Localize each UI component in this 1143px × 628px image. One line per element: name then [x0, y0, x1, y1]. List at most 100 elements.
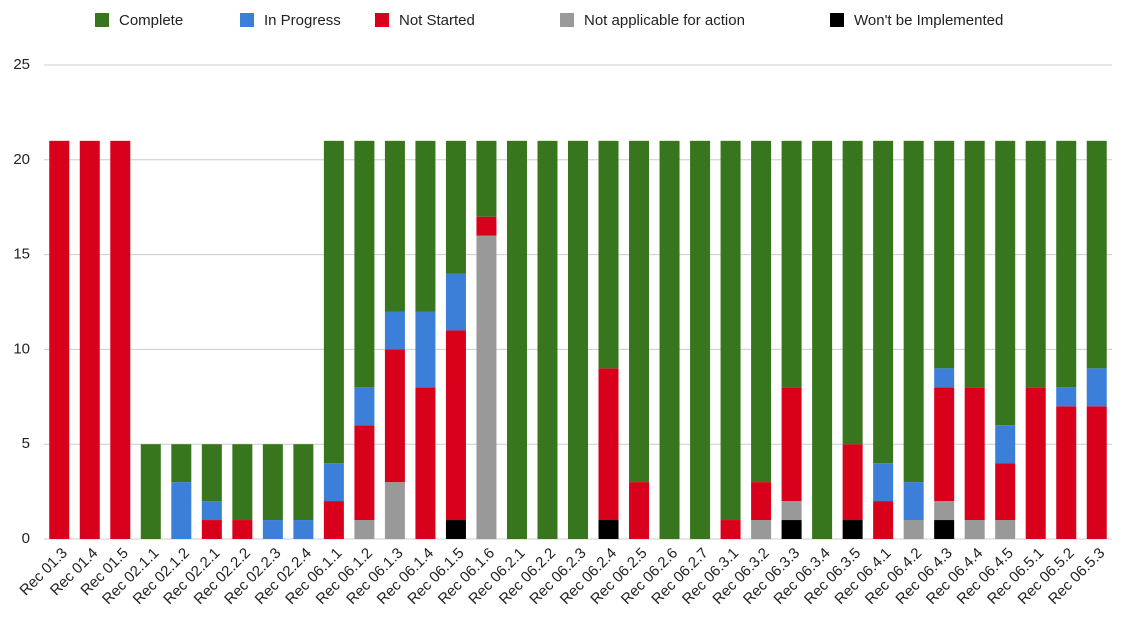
- bar-segment: [1025, 140, 1046, 388]
- bar-segment: [232, 444, 253, 521]
- bar-segment: [232, 520, 253, 539]
- legend-label: Won't be Implemented: [854, 12, 1003, 29]
- bar-segment: [1056, 140, 1077, 388]
- bar-segment: [751, 140, 772, 483]
- bar-segment: [476, 140, 497, 217]
- bar-segment: [49, 140, 70, 539]
- bar-segment: [384, 349, 405, 483]
- bar-segment: [995, 463, 1016, 521]
- bar-segment: [873, 140, 894, 464]
- bar-segment: [201, 501, 222, 521]
- bar-segment: [964, 387, 985, 521]
- bar-segment: [781, 140, 802, 388]
- bar-segment: [445, 330, 466, 521]
- bar-segment: [934, 501, 955, 521]
- legend-swatch: [375, 13, 389, 27]
- bar-segment: [781, 501, 802, 521]
- bar-segment: [903, 520, 924, 539]
- bar-segment: [934, 368, 955, 388]
- bar-segment: [568, 140, 588, 539]
- bar-segment: [720, 520, 741, 539]
- bar-segment: [842, 444, 863, 521]
- bar-segment: [445, 520, 466, 539]
- bar-segment: [262, 520, 283, 539]
- bar-segment: [873, 501, 894, 539]
- legend-swatch: [560, 13, 574, 27]
- bar-segment: [476, 235, 497, 539]
- bar-segment: [384, 140, 405, 312]
- bar-segment: [201, 520, 222, 539]
- bar-segment: [140, 444, 161, 539]
- bar-segment: [964, 140, 985, 388]
- bar-segment: [79, 140, 100, 539]
- bar-segment: [781, 387, 802, 502]
- legend-swatch: [240, 13, 254, 27]
- bar-segment: [445, 140, 466, 274]
- bar-segment: [110, 140, 131, 539]
- bar-segment: [720, 140, 741, 521]
- bar-segment: [751, 520, 772, 539]
- bar-segment: [293, 444, 314, 521]
- bar-segment: [384, 482, 405, 539]
- bar-segment: [201, 444, 222, 502]
- bar-segment: [812, 140, 833, 539]
- bar-segment: [415, 387, 436, 539]
- bar-segment: [1086, 140, 1107, 369]
- bar-segment: [354, 140, 375, 388]
- bar-segment: [1086, 406, 1107, 539]
- bar-segment: [781, 520, 802, 539]
- bar-segment: [934, 387, 955, 502]
- bar-segment: [1025, 387, 1046, 539]
- bar-segment: [354, 425, 375, 521]
- bar-segment: [384, 311, 405, 350]
- y-tick-label: 5: [22, 435, 30, 452]
- bar-segment: [995, 140, 1016, 426]
- legend-swatch: [95, 13, 109, 27]
- bar-segment: [964, 520, 985, 539]
- bar-segment: [934, 140, 955, 369]
- bar-segment: [323, 501, 344, 539]
- bar-segment: [629, 140, 650, 483]
- bar-segment: [995, 425, 1016, 464]
- bar-segment: [598, 140, 619, 369]
- y-tick-label: 0: [22, 530, 30, 547]
- bar-segment: [903, 140, 924, 483]
- bar-segment: [995, 520, 1016, 539]
- bar-segment: [659, 140, 680, 539]
- bar-segment: [751, 482, 772, 521]
- legend-label: Not applicable for action: [584, 12, 745, 29]
- bar-segment: [690, 140, 711, 539]
- bar-segment: [323, 140, 344, 464]
- bar-segment: [842, 520, 863, 539]
- bar-segment: [537, 140, 558, 539]
- bar-segment: [354, 387, 375, 426]
- bar-segment: [171, 444, 192, 483]
- bar-segment: [934, 520, 955, 539]
- bar-segment: [598, 368, 619, 521]
- bar-segment: [873, 463, 894, 502]
- y-tick-label: 10: [13, 340, 30, 357]
- bar-segment: [476, 216, 497, 236]
- bar-segment: [445, 273, 466, 331]
- bar-segment: [903, 482, 924, 521]
- bar-segment: [506, 140, 527, 539]
- legend-swatch: [830, 13, 844, 27]
- legend-label: In Progress: [264, 12, 341, 29]
- bar-segment: [415, 140, 436, 312]
- legend-label: Complete: [119, 12, 183, 29]
- bar-segment: [171, 482, 192, 539]
- bar-segment: [262, 444, 283, 521]
- bar-segment: [629, 482, 650, 539]
- legend-label: Not Started: [399, 12, 475, 29]
- bar-segment: [323, 463, 344, 502]
- bar-segment: [1056, 387, 1077, 407]
- y-tick-label: 20: [13, 151, 30, 168]
- bar-segment: [293, 520, 314, 539]
- y-tick-label: 15: [13, 246, 30, 263]
- bar-segment: [1056, 406, 1077, 539]
- y-tick-label: 25: [13, 56, 30, 73]
- bar-segment: [354, 520, 375, 539]
- bar-segment: [415, 311, 436, 388]
- bar-segment: [1086, 368, 1107, 407]
